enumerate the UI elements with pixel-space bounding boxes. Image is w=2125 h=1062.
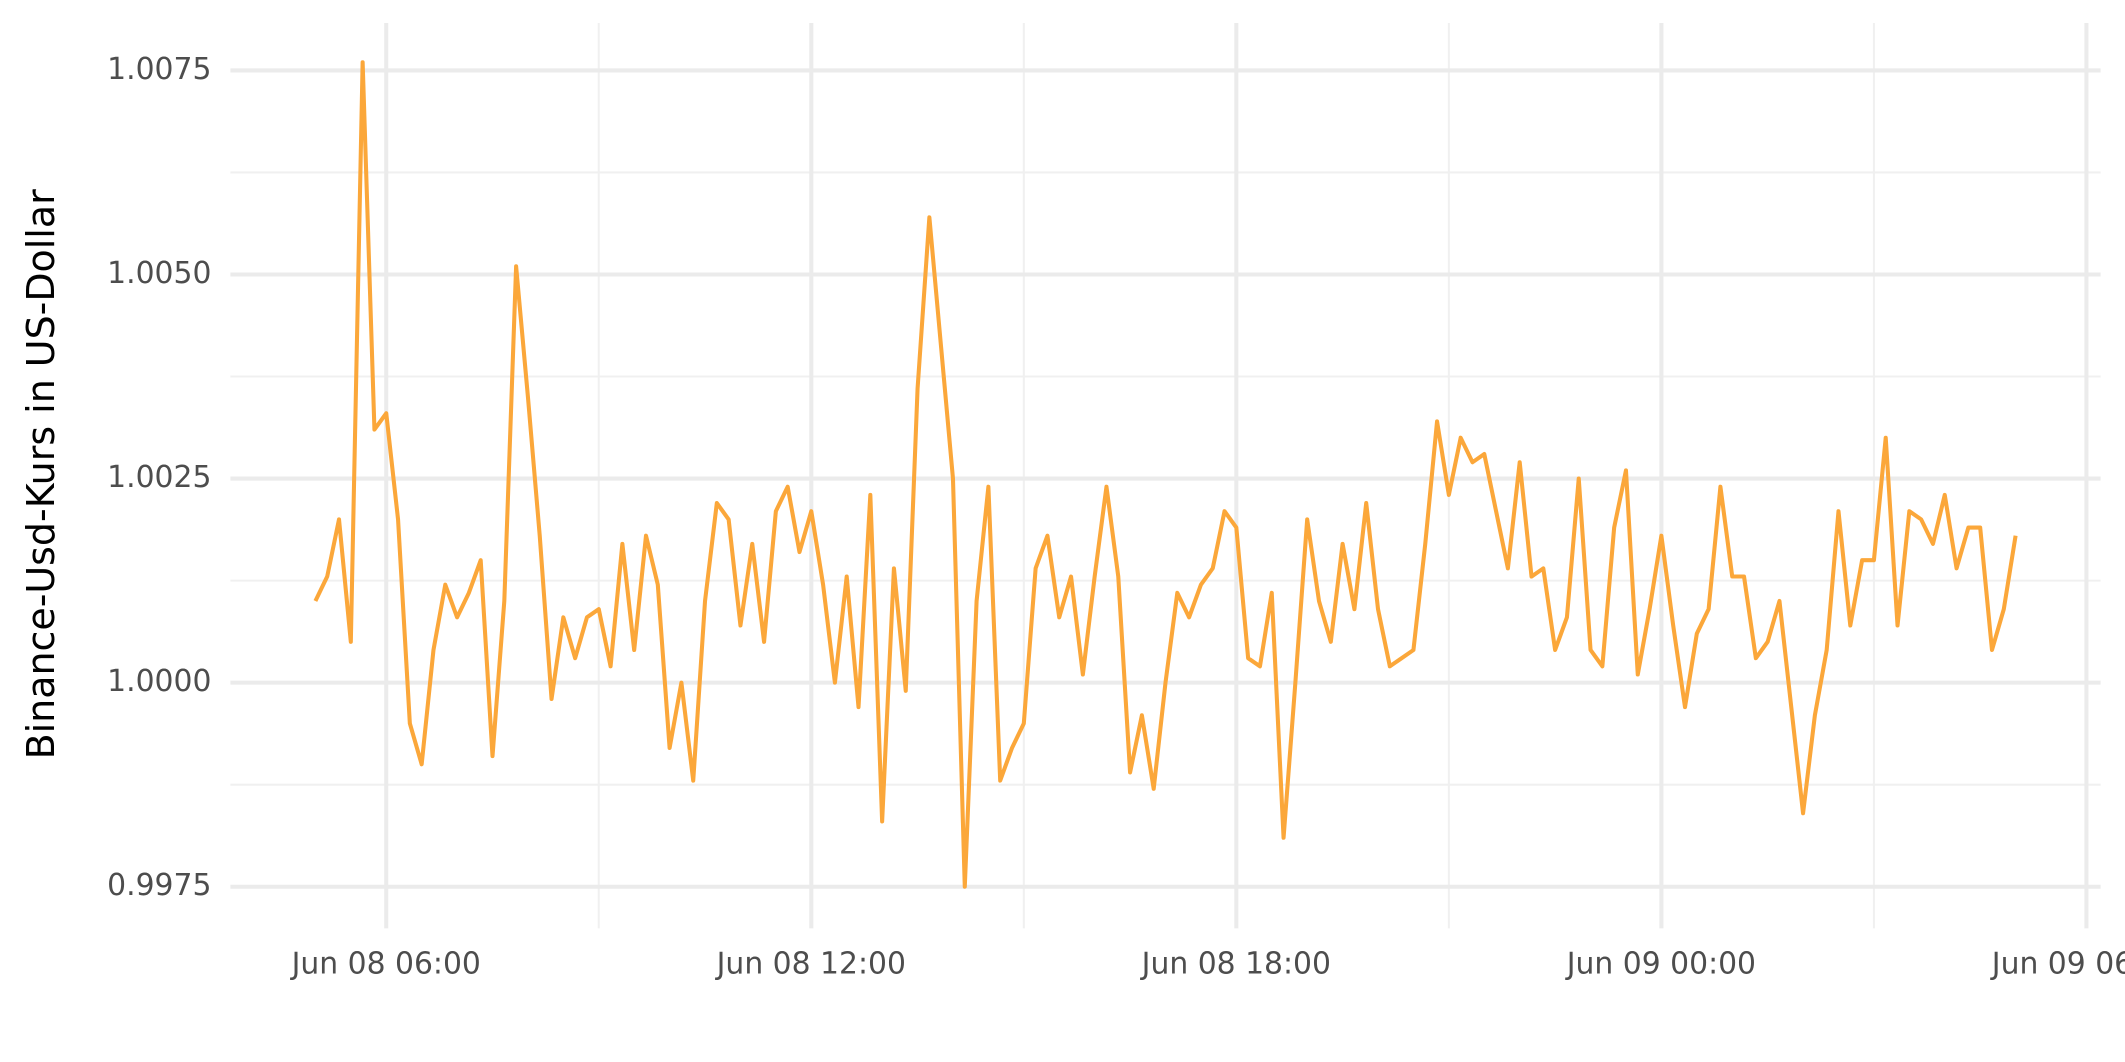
data-line — [313, 60, 2018, 889]
y-tick-label: 1.0075 — [107, 52, 211, 87]
y-tick-label: 0.9975 — [107, 868, 211, 903]
x-tick-label: Jun 08 12:00 — [715, 946, 906, 981]
y-tick-label: 1.0025 — [107, 460, 211, 495]
y-tick-label: 1.0050 — [107, 256, 211, 291]
x-tick-label: Jun 08 06:00 — [290, 946, 481, 981]
x-tick-label: Jun 08 18:00 — [1140, 946, 1331, 981]
x-tick-label: Jun 09 06:00 — [1990, 946, 2125, 981]
x-tick-label: Jun 09 00:00 — [1565, 946, 1756, 981]
y-tick-label: 1.0000 — [107, 664, 211, 699]
y-axis-title: Binance-Usd-Kurs in US-Dollar — [19, 189, 63, 759]
